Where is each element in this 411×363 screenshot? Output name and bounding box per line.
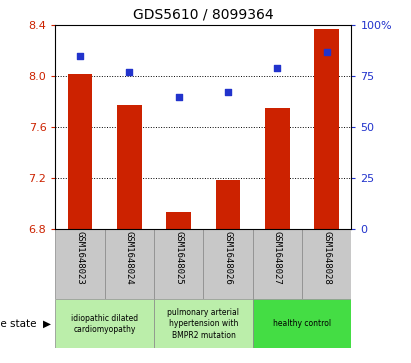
Text: healthy control: healthy control <box>273 319 331 329</box>
Text: pulmonary arterial
hypertension with
BMPR2 mutation: pulmonary arterial hypertension with BMP… <box>167 309 240 339</box>
Title: GDS5610 / 8099364: GDS5610 / 8099364 <box>133 8 274 21</box>
Point <box>175 94 182 99</box>
Bar <box>253 299 351 348</box>
Text: GSM1648024: GSM1648024 <box>125 231 134 285</box>
Point <box>77 53 83 59</box>
Bar <box>55 299 154 348</box>
Bar <box>55 229 105 299</box>
Text: GSM1648028: GSM1648028 <box>322 231 331 285</box>
Text: GSM1648025: GSM1648025 <box>174 231 183 285</box>
Point <box>323 49 330 55</box>
Bar <box>253 229 302 299</box>
Text: idiopathic dilated
cardiomyopathy: idiopathic dilated cardiomyopathy <box>71 314 139 334</box>
Bar <box>154 299 253 348</box>
Bar <box>302 229 351 299</box>
Point <box>274 65 281 71</box>
Bar <box>166 212 191 229</box>
Text: disease state  ▶: disease state ▶ <box>0 319 51 329</box>
Text: GSM1648026: GSM1648026 <box>224 231 233 285</box>
Point <box>126 69 133 75</box>
Bar <box>314 29 339 229</box>
Text: GSM1648027: GSM1648027 <box>273 231 282 285</box>
Bar <box>216 180 240 229</box>
Bar <box>203 229 253 299</box>
Bar <box>117 105 142 229</box>
Bar <box>154 229 203 299</box>
Bar <box>68 74 92 229</box>
Point <box>225 90 231 95</box>
Bar <box>265 108 290 229</box>
Bar <box>105 229 154 299</box>
Text: GSM1648023: GSM1648023 <box>76 231 85 285</box>
